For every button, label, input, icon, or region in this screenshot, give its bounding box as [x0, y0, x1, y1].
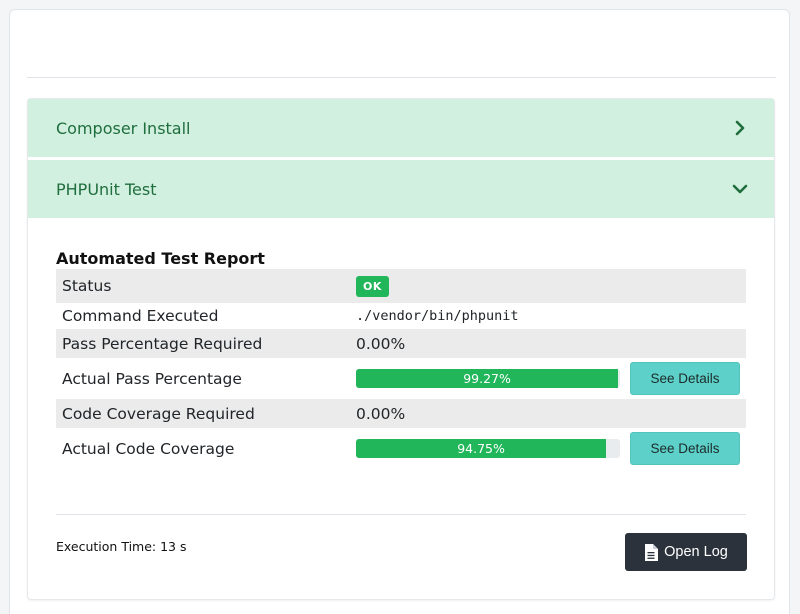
actual-coverage-progress-fill: 94.75%: [356, 439, 607, 458]
chevron-right-icon: [735, 120, 745, 136]
actual-pass-label: Actual Pass Percentage: [62, 369, 242, 388]
actual-coverage-progress: 94.75%: [356, 439, 620, 458]
coverage-required-label: Code Coverage Required: [62, 404, 255, 423]
test-report: Automated Test Report Status OK Command …: [56, 249, 748, 469]
report-row-status: Status OK: [56, 269, 746, 303]
report-row-pass-required: Pass Percentage Required 0.00%: [56, 329, 746, 358]
actual-pass-progress-fill: 99.27%: [356, 369, 619, 388]
coverage-required-value: 0.00%: [356, 404, 406, 423]
actual-pass-progress: 99.27%: [356, 369, 620, 388]
command-value: ./vendor/bin/phpunit: [356, 308, 519, 324]
pass-required-value: 0.00%: [356, 334, 406, 353]
status-badge: OK: [356, 275, 389, 297]
accordion-header-label: PHPUnit Test: [56, 179, 157, 199]
open-log-button[interactable]: Open Log: [625, 533, 747, 571]
execution-time: Execution Time: 13 s: [56, 539, 187, 554]
status-label: Status: [62, 277, 112, 295]
top-divider: [27, 77, 776, 78]
report-row-coverage-required: Code Coverage Required 0.00%: [56, 399, 746, 428]
see-details-coverage-button[interactable]: See Details: [630, 432, 740, 465]
accordion-header-phpunit-test[interactable]: PHPUnit Test: [28, 160, 774, 218]
accordion-header-composer-install[interactable]: Composer Install: [28, 99, 774, 157]
accordion-header-label: Composer Install: [56, 118, 191, 138]
chevron-down-icon: [732, 184, 748, 194]
report-row-actual-pass: Actual Pass Percentage 99.27% See Detail…: [56, 358, 746, 399]
report-row-command: Command Executed ./vendor/bin/phpunit: [56, 303, 746, 329]
status-value: OK: [356, 275, 389, 297]
pipeline-accordion: Composer Install PHPUnit Test Automated …: [27, 98, 775, 600]
actual-coverage-label: Actual Code Coverage: [62, 439, 235, 458]
report-row-actual-coverage: Actual Code Coverage 94.75% See Details: [56, 428, 746, 469]
command-label: Command Executed: [62, 307, 219, 325]
see-details-pass-button[interactable]: See Details: [630, 362, 740, 395]
document-icon: [645, 543, 659, 561]
pass-required-label: Pass Percentage Required: [62, 334, 263, 353]
report-title: Automated Test Report: [56, 249, 265, 268]
footer-divider: [56, 514, 746, 515]
open-log-label: Open Log: [664, 544, 728, 560]
